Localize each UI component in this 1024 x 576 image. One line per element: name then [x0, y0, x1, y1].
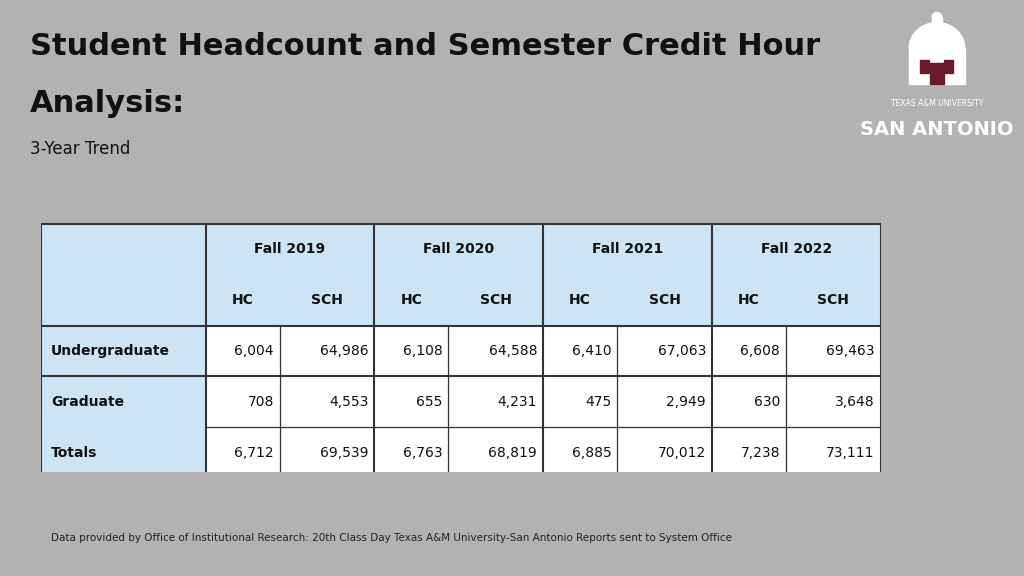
- FancyBboxPatch shape: [206, 377, 375, 427]
- Bar: [909, 48, 965, 84]
- Text: SCH: SCH: [648, 293, 681, 307]
- FancyBboxPatch shape: [206, 275, 375, 325]
- Text: SAN ANTONIO: SAN ANTONIO: [860, 120, 1014, 138]
- Text: 630: 630: [754, 395, 780, 409]
- FancyBboxPatch shape: [206, 325, 375, 377]
- FancyBboxPatch shape: [712, 275, 881, 325]
- FancyBboxPatch shape: [375, 223, 543, 275]
- Text: Analysis:: Analysis:: [30, 89, 185, 118]
- Text: 7,238: 7,238: [740, 446, 780, 460]
- Text: HC: HC: [231, 293, 254, 307]
- Text: 68,819: 68,819: [488, 446, 538, 460]
- Text: 73,111: 73,111: [826, 446, 874, 460]
- Text: Undergraduate: Undergraduate: [51, 344, 170, 358]
- Text: 475: 475: [585, 395, 611, 409]
- Bar: [930, 63, 944, 84]
- Bar: [944, 60, 953, 73]
- Text: Data provided by Office of Institutional Research: 20th Class Day Texas A&M Univ: Data provided by Office of Institutional…: [51, 533, 732, 543]
- Text: HC: HC: [400, 293, 422, 307]
- FancyBboxPatch shape: [712, 325, 881, 377]
- Text: 6,712: 6,712: [234, 446, 273, 460]
- Text: SCH: SCH: [311, 293, 343, 307]
- Text: Fall 2021: Fall 2021: [592, 242, 664, 256]
- Text: 64,986: 64,986: [319, 344, 369, 358]
- Bar: [932, 17, 942, 28]
- FancyBboxPatch shape: [41, 223, 206, 478]
- FancyBboxPatch shape: [375, 377, 543, 427]
- Text: Totals: Totals: [51, 446, 97, 460]
- Text: 655: 655: [416, 395, 442, 409]
- Text: HC: HC: [569, 293, 591, 307]
- Text: 6,004: 6,004: [234, 344, 273, 358]
- FancyBboxPatch shape: [206, 223, 375, 275]
- Text: 6,608: 6,608: [740, 344, 780, 358]
- Text: Fall 2022: Fall 2022: [761, 242, 831, 256]
- FancyBboxPatch shape: [375, 325, 543, 377]
- FancyBboxPatch shape: [543, 377, 712, 427]
- Text: Graduate: Graduate: [51, 395, 124, 409]
- Text: 3,648: 3,648: [836, 395, 874, 409]
- Text: 69,539: 69,539: [319, 446, 369, 460]
- Text: 6,763: 6,763: [403, 446, 442, 460]
- FancyBboxPatch shape: [543, 223, 712, 275]
- Text: Fall 2019: Fall 2019: [254, 242, 326, 256]
- Text: 2,949: 2,949: [667, 395, 706, 409]
- Text: Fall 2020: Fall 2020: [423, 242, 495, 256]
- FancyBboxPatch shape: [543, 427, 712, 478]
- FancyBboxPatch shape: [712, 377, 881, 427]
- FancyBboxPatch shape: [206, 427, 375, 478]
- FancyBboxPatch shape: [543, 325, 712, 377]
- Text: 70,012: 70,012: [657, 446, 706, 460]
- FancyBboxPatch shape: [375, 427, 543, 478]
- FancyBboxPatch shape: [712, 427, 881, 478]
- Bar: [920, 60, 929, 73]
- Text: 67,063: 67,063: [657, 344, 706, 358]
- Text: 64,588: 64,588: [488, 344, 538, 358]
- Text: SCH: SCH: [480, 293, 512, 307]
- Wedge shape: [909, 22, 965, 48]
- Text: 6,108: 6,108: [402, 344, 442, 358]
- Text: 6,410: 6,410: [571, 344, 611, 358]
- Wedge shape: [932, 13, 942, 17]
- Text: 6,885: 6,885: [571, 446, 611, 460]
- Text: SCH: SCH: [817, 293, 849, 307]
- FancyBboxPatch shape: [375, 275, 543, 325]
- Text: 3-Year Trend: 3-Year Trend: [30, 141, 130, 158]
- Text: Student Headcount and Semester Credit Hour: Student Headcount and Semester Credit Ho…: [30, 32, 820, 61]
- Text: 4,553: 4,553: [329, 395, 369, 409]
- FancyBboxPatch shape: [712, 223, 881, 275]
- Text: HC: HC: [738, 293, 760, 307]
- Text: 69,463: 69,463: [826, 344, 874, 358]
- FancyBboxPatch shape: [543, 275, 712, 325]
- Text: 4,231: 4,231: [498, 395, 538, 409]
- Text: 708: 708: [248, 395, 273, 409]
- Text: TEXAS A&M UNIVERSITY: TEXAS A&M UNIVERSITY: [891, 98, 983, 108]
